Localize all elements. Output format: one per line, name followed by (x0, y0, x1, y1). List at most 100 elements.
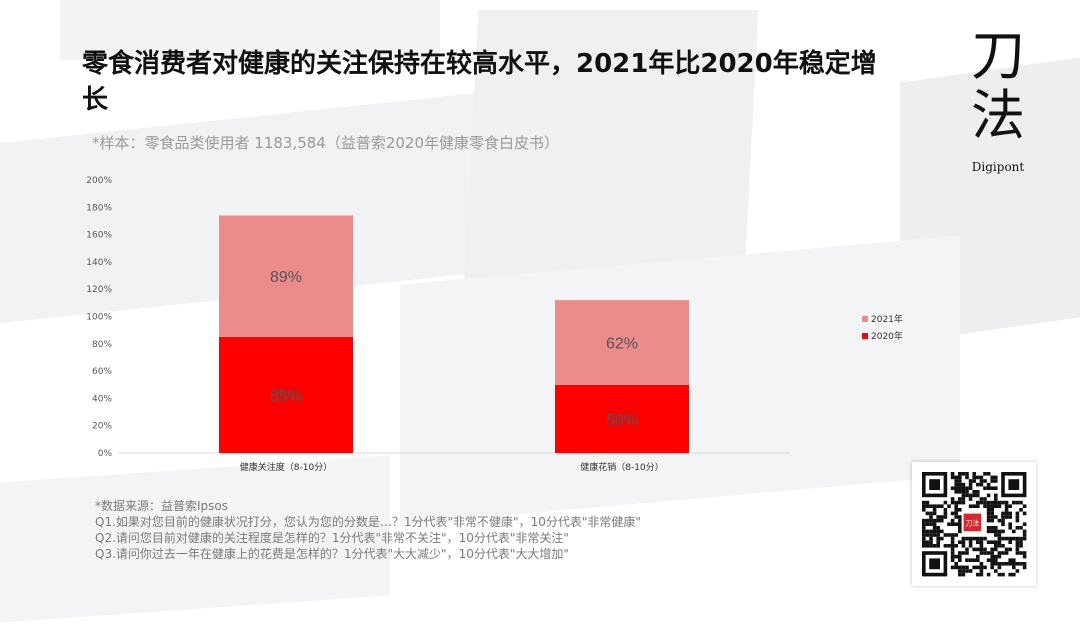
qr-module (954, 515, 958, 519)
qr-module (932, 544, 937, 548)
qr-module (929, 533, 933, 537)
qr-module (990, 475, 994, 480)
qr-module (929, 529, 933, 534)
qr-module (950, 547, 955, 552)
qr-module (1022, 536, 1027, 541)
qr-module (958, 558, 962, 562)
qr-module (965, 558, 969, 562)
qr-module (979, 562, 984, 566)
qr-module (965, 569, 969, 573)
y-tick-label: 80% (92, 340, 112, 350)
background-shape (60, 0, 440, 60)
qr-module (1004, 536, 1009, 541)
qr-module (950, 554, 955, 559)
qr-module (983, 497, 987, 501)
qr-module (1015, 518, 1020, 523)
qr-module (954, 475, 958, 480)
qr-module (958, 497, 962, 501)
qr-module (990, 508, 994, 512)
brand-logo: 刀法 (971, 24, 1025, 147)
qr-module (986, 526, 991, 530)
qr-module (983, 472, 987, 476)
qr-module (925, 529, 930, 534)
qr-module (1001, 500, 1005, 505)
qr-module (1019, 526, 1023, 530)
qr-module (965, 486, 969, 490)
qr-module (976, 540, 980, 544)
qr-module (954, 522, 958, 526)
qr-module (950, 533, 955, 537)
qr-module (997, 504, 1002, 508)
qr-module (976, 565, 980, 570)
qr-module (990, 500, 994, 505)
qr-module (1019, 500, 1023, 505)
qr-module (1001, 518, 1005, 523)
qr-module (976, 490, 980, 494)
qr-module (990, 518, 994, 523)
qr-module (994, 533, 998, 537)
qr-module (925, 500, 930, 505)
qr-module (994, 558, 998, 562)
qr-module (979, 482, 984, 487)
stacked-bar-chart: 0% 20% 40% 60% 80% 100% 120% 140% 160% 180% 200% 85… (86, 176, 790, 473)
qr-module (997, 529, 1002, 534)
qr-module (922, 522, 926, 526)
x-category-label: 健康关注度（8-10分） (240, 461, 332, 473)
qr-module (972, 536, 976, 541)
qr-module (943, 500, 948, 505)
y-tick-label: 40% (92, 394, 112, 404)
qr-module (1008, 526, 1012, 530)
qr-finder (929, 479, 940, 490)
source-line: *数据来源：益普索Ipsos (95, 499, 229, 513)
qr-module (997, 562, 1002, 566)
qr-module (972, 475, 976, 480)
qr-module (929, 544, 933, 548)
qr-module (947, 544, 951, 548)
qr-module (1015, 544, 1020, 548)
qr-module (936, 540, 940, 544)
qr-module (958, 515, 962, 519)
qr-module (1015, 551, 1020, 555)
qr-module (958, 526, 962, 530)
qr-module (950, 486, 955, 490)
qr-module (979, 540, 984, 544)
qr-module (976, 493, 980, 498)
qr-module (932, 518, 937, 523)
qr-module (943, 544, 948, 548)
qr-module (1019, 508, 1023, 512)
qr-module (954, 490, 958, 494)
qr-module (961, 500, 966, 505)
qr-module (997, 540, 1002, 544)
bar-segment-2021 (555, 300, 689, 385)
qr-module (983, 500, 987, 505)
qr-module (940, 518, 944, 523)
qr-module (1015, 500, 1020, 505)
qr-module (950, 472, 955, 476)
qr-module (1012, 529, 1016, 534)
qr-module (1001, 572, 1005, 577)
qr-module (1022, 562, 1027, 566)
qr-module (932, 511, 937, 516)
qr-module (997, 500, 1002, 505)
qr-module (990, 479, 994, 483)
qr-module (1022, 511, 1027, 516)
qr-module (932, 529, 937, 534)
qr-module (932, 508, 937, 512)
qr-module (1019, 540, 1023, 544)
data-source-notes: *数据来源：益普索Ipsos Q1.如果对您目前的健康状况打分，您认为您的分数是… (95, 498, 641, 562)
qr-module (961, 536, 966, 541)
qr-module (947, 533, 951, 537)
qr-module (976, 482, 980, 487)
x-category-label: 健康花销（8-10分） (580, 461, 663, 473)
qr-module (994, 540, 998, 544)
qr-module (968, 504, 973, 508)
qr-module (1001, 551, 1005, 555)
qr-module (922, 536, 926, 541)
qr-module (961, 497, 966, 501)
qr-module (958, 482, 962, 487)
qr-module (997, 551, 1002, 555)
qr-module (929, 515, 933, 519)
qr-module (958, 554, 962, 559)
qr-module (1022, 529, 1027, 534)
qr-module (950, 500, 955, 505)
